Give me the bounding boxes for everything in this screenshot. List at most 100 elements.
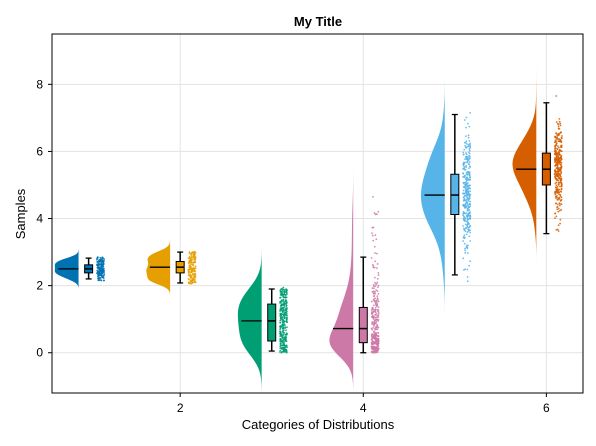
rain-point: [286, 346, 288, 349]
rain-point: [464, 220, 466, 223]
rain-point: [283, 331, 286, 334]
rain-point: [372, 346, 374, 349]
rain-point: [469, 225, 472, 228]
rain-point: [282, 320, 285, 323]
rain-point: [556, 161, 559, 164]
rain-point: [558, 146, 560, 149]
rain-point: [284, 296, 287, 298]
rain-point: [555, 186, 557, 189]
rain-point: [469, 260, 472, 263]
rain-point: [373, 346, 376, 348]
rain-point: [375, 312, 378, 315]
rain-point: [466, 207, 469, 210]
rain-point: [463, 234, 466, 237]
density-cloud: [420, 25, 445, 349]
rain-point: [559, 193, 562, 196]
rain-point: [373, 287, 375, 290]
rain-point: [282, 333, 285, 336]
rain-point: [376, 298, 379, 301]
rain-point: [377, 271, 380, 274]
rain-point: [187, 272, 190, 275]
rain-point: [282, 344, 285, 347]
rain-point: [99, 263, 102, 266]
rain-point: [188, 268, 190, 271]
rain-point: [190, 263, 192, 266]
rain-point: [464, 227, 467, 229]
rain-point: [372, 350, 375, 353]
rain-point: [374, 285, 377, 288]
rain-point: [190, 251, 193, 254]
rain-point: [285, 350, 288, 353]
rain-point: [98, 267, 100, 270]
rain-point: [465, 189, 467, 192]
rain-point: [97, 274, 100, 277]
rain-point: [556, 134, 559, 136]
rain-point: [464, 186, 466, 189]
rain-point: [376, 295, 379, 298]
rain-point: [557, 183, 560, 186]
rain-point: [100, 270, 103, 273]
rain-point: [556, 185, 559, 188]
rain-point: [464, 158, 466, 161]
rain-point: [283, 306, 286, 309]
rain-point: [372, 239, 375, 242]
rain-point: [468, 163, 471, 166]
rain-point: [285, 288, 288, 291]
rain-point: [462, 210, 465, 213]
rain-point: [279, 330, 282, 333]
rain-point: [464, 218, 466, 221]
rain-point: [466, 174, 469, 176]
x-tick-label: 2: [177, 401, 184, 415]
rain-point: [559, 202, 561, 205]
rain-point: [469, 203, 472, 206]
rain-point: [466, 231, 469, 234]
rain-point: [462, 189, 465, 192]
rain-point: [377, 320, 380, 322]
rain-point: [462, 168, 464, 170]
rain-point: [554, 202, 557, 205]
rain-point: [374, 308, 376, 311]
rain-point: [465, 215, 468, 218]
rain-point: [559, 156, 562, 159]
rain-point: [466, 252, 469, 254]
rain-point: [374, 290, 376, 293]
rain-point: [97, 279, 100, 282]
group-4: [329, 134, 380, 390]
rain-point: [468, 172, 471, 174]
rain-point: [372, 298, 375, 301]
y-axis-label: Samples: [13, 188, 28, 239]
rain-point: [465, 233, 468, 236]
rain-point: [194, 273, 196, 276]
rain-point: [284, 339, 287, 342]
rain-point: [373, 330, 375, 333]
density-cloud: [512, 54, 537, 306]
rain-point: [374, 234, 377, 237]
rain-point: [377, 286, 379, 289]
rain-point: [282, 336, 285, 339]
group-5: [420, 25, 472, 349]
rain-point: [376, 277, 379, 280]
rain-point: [372, 284, 375, 286]
rain-point: [465, 152, 467, 154]
rain-point: [375, 334, 378, 337]
rain-point: [190, 276, 193, 279]
rain-point: [373, 342, 376, 345]
rain-point: [373, 281, 376, 284]
y-tick-label: 8: [36, 77, 43, 91]
rain-point: [377, 313, 380, 315]
rain-point: [189, 274, 191, 276]
plot-frame: [51, 33, 584, 394]
rain-point: [373, 245, 376, 248]
rain-point: [371, 307, 374, 309]
rain-point: [374, 301, 377, 303]
rain-point: [96, 256, 99, 259]
rain-point: [192, 276, 195, 278]
rain-point: [281, 350, 284, 353]
rain-point: [376, 304, 379, 307]
rain-point: [554, 217, 556, 220]
rain-point: [554, 212, 557, 215]
rain-point: [557, 156, 560, 159]
rain-point: [555, 177, 557, 180]
rain-point: [467, 203, 470, 206]
